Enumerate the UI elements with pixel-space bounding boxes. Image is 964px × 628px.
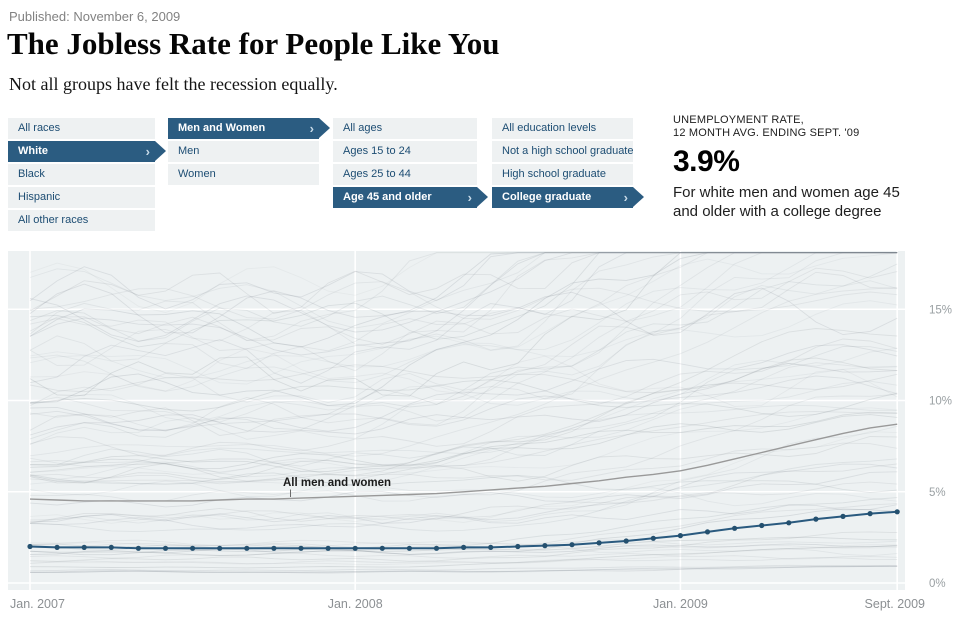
data-point	[759, 522, 765, 529]
data-point	[81, 544, 87, 550]
data-point	[786, 520, 792, 526]
filter-item-label: All other races	[18, 214, 89, 226]
data-point	[27, 543, 33, 550]
data-point	[271, 545, 277, 551]
data-point	[894, 509, 900, 515]
filter-item-men[interactable]: Men	[168, 141, 319, 162]
filter-item-age-45-and-older[interactable]: Age 45 and older ›	[333, 187, 488, 208]
data-point	[542, 543, 548, 549]
filter-item-label: Ages 15 to 24	[343, 145, 411, 157]
chevron-right-icon: ›	[467, 190, 472, 205]
page-subtitle: Not all groups have felt the recession e…	[9, 74, 338, 94]
data-point	[54, 544, 60, 550]
data-point	[379, 545, 385, 551]
background-series	[29, 252, 898, 574]
filter-item-label: Not a high school graduate	[502, 145, 634, 157]
filter-item-label: Hispanic	[18, 191, 61, 203]
filter-item-white[interactable]: White ›	[8, 141, 166, 162]
data-point	[650, 535, 656, 541]
data-point	[813, 516, 819, 522]
selected-group-dots	[27, 509, 900, 551]
data-point	[406, 545, 412, 551]
data-point	[867, 511, 873, 517]
stat-value: 3.9%	[673, 145, 740, 178]
stat-panel: UNEMPLOYMENT RATE, 12 MONTH AVG. ENDING …	[673, 114, 953, 221]
filter-menu-age: All ages Ages 15 to 24 Ages 25 to 44 Age 45…	[333, 118, 488, 210]
filter-item-not-a-high-school-graduate[interactable]: Not a high school graduate	[492, 141, 633, 162]
chevron-right-icon: ›	[623, 190, 628, 205]
data-point	[569, 542, 575, 548]
filter-item-high-school-graduate[interactable]: High school graduate	[492, 164, 633, 185]
filter-item-label: Black	[18, 168, 45, 180]
filter-item-label: White	[18, 145, 48, 157]
data-point	[217, 545, 223, 551]
filter-item-label: Women	[178, 168, 216, 180]
filter-item-hispanic[interactable]: Hispanic	[8, 187, 155, 208]
filter-item-label: Ages 25 to 44	[343, 168, 411, 180]
data-point	[190, 545, 196, 551]
filter-menu-race: All races White › Black Hispanic All other ra…	[8, 118, 166, 233]
filter-item-ages-25-to-44[interactable]: Ages 25 to 44	[333, 164, 477, 185]
data-point	[840, 513, 846, 519]
filter-item-label: All ages	[343, 122, 383, 134]
data-point	[325, 545, 331, 551]
all-men-and-women-line	[29, 423, 898, 502]
filter-menu-education: All education levels Not a high school gr…	[492, 118, 644, 210]
published-date: Published: November 6, 2009	[9, 9, 181, 24]
data-point	[515, 543, 521, 550]
filter-item-women[interactable]: Women	[168, 164, 319, 185]
filter-item-men-and-women[interactable]: Men and Women ›	[168, 118, 330, 139]
x-axis-label: Sept. 2009	[865, 597, 926, 611]
filter-item-all-races[interactable]: All races	[8, 118, 155, 139]
filter-item-label: High school graduate	[502, 168, 606, 180]
data-point	[704, 529, 711, 535]
y-axis-label: 15%	[929, 304, 952, 316]
data-point	[732, 525, 738, 531]
filter-item-all-education-levels[interactable]: All education levels	[492, 118, 633, 139]
x-axis-label: Jan. 2008	[328, 597, 383, 611]
data-point	[352, 545, 358, 551]
chevron-right-icon: ›	[309, 121, 314, 136]
data-point	[488, 544, 494, 550]
data-point	[461, 544, 467, 550]
filter-item-label: Men	[178, 145, 200, 157]
data-point	[596, 540, 602, 546]
filter-item-label: Age 45 and older	[343, 191, 432, 203]
x-axis-label: Jan. 2009	[653, 597, 708, 611]
y-axis-label: 0%	[929, 578, 946, 590]
page-title: The Jobless Rate for People Like You	[7, 26, 500, 61]
filter-item-college-graduate[interactable]: College graduate ›	[492, 187, 644, 208]
stat-label-line2: 12 MONTH AVG. ENDING SEPT. '09	[673, 127, 860, 139]
data-point	[135, 545, 141, 551]
filter-item-black[interactable]: Black	[8, 164, 155, 185]
filter-item-label: College graduate	[502, 191, 592, 203]
y-axis-label: 10%	[929, 396, 952, 408]
data-point	[298, 545, 304, 551]
stat-label-line1: UNEMPLOYMENT RATE,	[673, 114, 804, 126]
filter-item-all-ages[interactable]: All ages	[333, 118, 477, 139]
data-point	[162, 545, 169, 551]
data-point	[677, 533, 684, 539]
all-men-and-women-label: All men and women	[283, 477, 391, 489]
data-point	[108, 544, 114, 550]
filter-item-label: Men and Women	[178, 122, 266, 134]
filter-item-all-other-races[interactable]: All other races	[8, 210, 155, 231]
y-axis-label: 5%	[929, 487, 946, 499]
filter-item-ages-15-to-24[interactable]: Ages 15 to 24	[333, 141, 477, 162]
filter-menu-gender: Men and Women › Men Women	[168, 118, 330, 187]
filter-item-label: All education levels	[502, 122, 597, 134]
jobless-rate-chart: All men and women 0% 5% 10% 15% Jan. 2007 Jan.…	[8, 251, 952, 611]
data-point	[244, 545, 250, 551]
chevron-right-icon: ›	[145, 144, 150, 159]
filter-item-label: All races	[18, 122, 61, 134]
stat-description: For white men and women age 45 and older…	[673, 184, 900, 220]
data-point	[623, 538, 629, 544]
data-point	[433, 545, 440, 551]
x-axis-label: Jan. 2007	[10, 597, 65, 611]
